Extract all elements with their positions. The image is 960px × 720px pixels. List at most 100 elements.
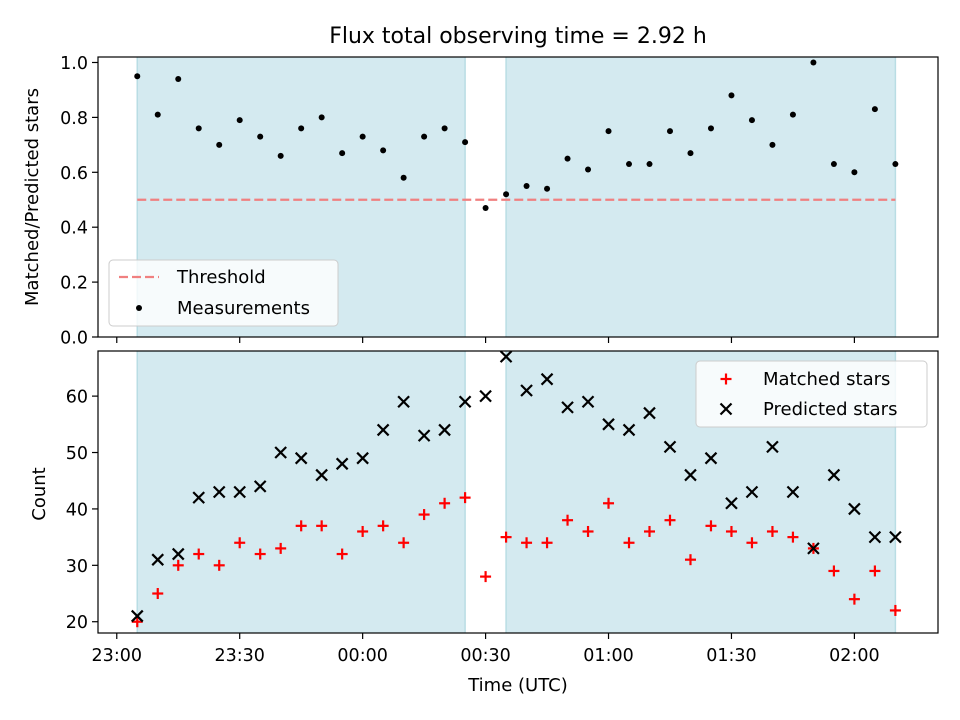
x-stroke <box>807 542 820 555</box>
legend-measurement-swatch <box>136 305 142 311</box>
measurement-points <box>134 59 899 211</box>
x-stroke <box>458 395 472 409</box>
x-stroke <box>848 502 861 516</box>
measurement-point <box>359 133 366 140</box>
x-stroke <box>786 485 800 499</box>
legend-matched-swatch <box>720 373 732 385</box>
x-stroke <box>499 350 513 363</box>
measurement-point <box>830 161 837 168</box>
matched-star-point <box>869 565 881 577</box>
x-stroke <box>233 485 246 499</box>
matched-star-point <box>828 565 840 577</box>
legend-measurement-label: Measurements <box>177 298 310 319</box>
measurement-point <box>503 191 510 198</box>
predicted-star-point <box>786 485 800 499</box>
x-tick-label: 01:00 <box>583 646 633 666</box>
x-stroke <box>253 480 267 493</box>
matched-star-point <box>541 537 553 549</box>
measurement-point <box>175 75 182 82</box>
legend-predicted-label: Predicted stars <box>763 399 897 420</box>
predicted-star-point <box>704 451 718 465</box>
measurement-point <box>707 125 714 132</box>
predicted-star-point <box>417 429 431 442</box>
matched-star-point <box>500 531 512 543</box>
predicted-star-point <box>499 350 513 363</box>
x-stroke <box>581 395 595 409</box>
predicted-star-point <box>294 451 308 465</box>
x-stroke <box>745 485 759 499</box>
predicted-star-point <box>684 468 697 482</box>
predicted-star-point <box>376 423 390 437</box>
matched-star-point <box>746 537 758 549</box>
chart-title: Flux total observing time = 2.92 h <box>329 24 707 49</box>
legend-threshold-label: Threshold <box>176 267 266 288</box>
x-stroke <box>520 384 533 397</box>
matched-star-point <box>725 525 737 537</box>
x-stroke <box>171 547 185 561</box>
matched-star-point <box>623 537 635 549</box>
x-stroke <box>356 451 369 465</box>
x-stroke <box>151 553 165 566</box>
x-stroke <box>212 485 226 499</box>
x-tick-label: 00:00 <box>337 646 387 666</box>
matched-star-point <box>275 542 287 554</box>
matched-star-point <box>254 548 266 560</box>
predicted-star-point <box>233 485 246 499</box>
measurement-point <box>277 152 284 159</box>
measurement-point <box>216 141 223 148</box>
y-tick-label: 1.0 <box>60 54 88 74</box>
measurement-point <box>585 166 592 173</box>
predicted-star-point <box>315 468 328 482</box>
axes-frame <box>97 350 939 634</box>
y-tick-label: 30 <box>66 557 88 577</box>
predicted-star-point <box>643 406 656 420</box>
measurement-point <box>482 204 489 211</box>
measurement-point <box>871 106 878 113</box>
matched-star-point <box>521 537 533 549</box>
predicted-star-point <box>212 485 226 499</box>
bottom-y-axis-label: Count <box>29 467 50 520</box>
measurement-point <box>339 150 346 157</box>
matched-star-point <box>848 593 860 605</box>
predicted-star-point <box>397 395 410 409</box>
matched-star-point <box>439 497 451 509</box>
y-tick-label: 0.2 <box>60 274 88 294</box>
measurement-point <box>544 185 551 192</box>
predicted-star-point <box>622 423 636 437</box>
matched-star-point <box>234 537 246 549</box>
matched-star-point <box>889 604 901 616</box>
x-stroke <box>130 609 144 623</box>
measurement-point <box>462 139 469 146</box>
matched-star-point <box>664 514 676 526</box>
x-stroke <box>868 530 882 544</box>
axes-frame <box>97 56 939 338</box>
measurement-point <box>666 128 673 135</box>
legend-box <box>108 259 339 327</box>
count-panel: 20 30 40 50 60 23:00 23:30 00:00 00:30 01:00 01:30… <box>29 350 939 696</box>
predicted-star-point <box>520 384 533 397</box>
measurement-point <box>687 150 694 157</box>
matched-star-point <box>336 548 348 560</box>
matched-star-point <box>480 571 492 583</box>
y-tick-label: 0.6 <box>60 164 88 184</box>
matched-star-point <box>193 548 205 560</box>
x-axis-label: Time (UTC) <box>467 675 568 696</box>
predicted-star-point <box>438 423 451 437</box>
predicted-star-point <box>581 395 595 409</box>
y-tick-label: 20 <box>66 613 88 633</box>
ratio-panel: 0.0 0.2 0.4 0.6 0.8 1.0 Matched/Predicted sta… <box>22 54 939 349</box>
predicted-star-point <box>458 395 472 409</box>
predicted-star-point <box>868 530 882 544</box>
x-stroke <box>417 429 431 442</box>
observing-interval-band <box>137 351 466 633</box>
x-stroke <box>376 423 390 437</box>
x-stroke <box>274 446 287 459</box>
predicted-star-point <box>745 485 759 499</box>
x-tick-label: 00:30 <box>460 646 510 666</box>
measurement-point <box>298 125 305 132</box>
measurement-point <box>380 147 387 154</box>
measurement-point <box>154 111 161 118</box>
matched-star-point <box>295 520 307 532</box>
predicted-star-point <box>602 418 615 431</box>
